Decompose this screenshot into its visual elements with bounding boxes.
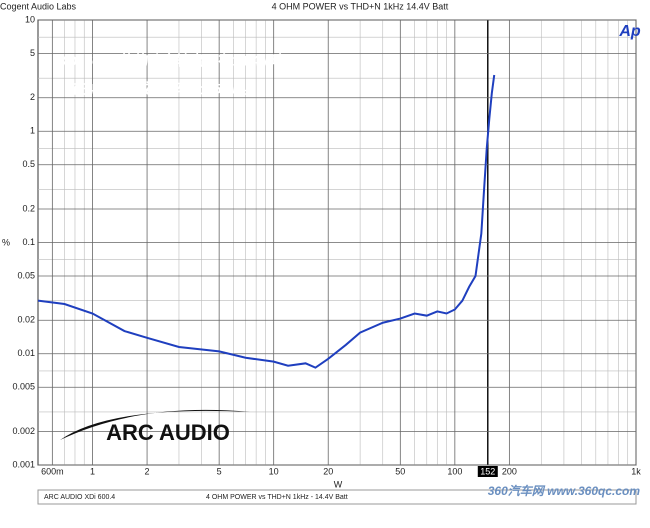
x-axis-label: W	[334, 479, 343, 489]
tick-highlight	[477, 466, 498, 477]
footer-text: 4 OHM POWER vs THD+N 1kHz - 14.4V Batt	[206, 494, 348, 501]
y-tick-label: 0.1	[22, 237, 35, 247]
x-tick-label: 50	[395, 466, 405, 476]
y-tick-label: 0.001	[12, 459, 35, 469]
y-tick-label: 0.01	[17, 348, 35, 358]
data-line	[37, 74, 496, 369]
x-tick-label: 200	[502, 466, 517, 476]
grid	[38, 19, 637, 466]
y-tick-label: 2	[30, 92, 35, 102]
y-tick-label: 0.02	[17, 315, 35, 325]
watermark: 360汽车网 www.360qc.com	[488, 484, 641, 498]
y-tick-label: 0.05	[17, 270, 35, 280]
footer-text: ARC AUDIO XDi 600.4	[44, 494, 115, 501]
y-tick-label: 1	[30, 126, 35, 136]
brand-swoosh	[60, 409, 250, 440]
y-tick-label: 0.005	[12, 382, 35, 392]
x-tick-label: 600m	[41, 466, 64, 476]
y-tick-label: 5	[30, 48, 35, 58]
annotation: ，在4欧的状诚下，输出152W。	[58, 81, 256, 97]
y-axis-label: %	[2, 237, 10, 247]
x-tick-label: 1k	[631, 466, 641, 476]
x-tick-label: 152	[480, 466, 495, 476]
y-tick-label: 0.002	[12, 426, 35, 436]
brand: ARC AUDIO	[106, 420, 230, 445]
annotation: XDi 600.4的的功率输出，在14.4V时	[58, 53, 283, 69]
x-tick-label: 5	[217, 466, 222, 476]
x-tick-label: 10	[269, 466, 279, 476]
chart-title: 4 OHM POWER vs THD+N 1kHz 14.4V Batt	[272, 1, 449, 11]
y-tick-label: 0.5	[22, 159, 35, 169]
x-tick-label: 1	[90, 466, 95, 476]
y-tick-label: 0.2	[22, 203, 35, 213]
footer-box	[37, 489, 637, 505]
logo: Ap	[618, 23, 641, 40]
x-tick-label: 20	[323, 466, 333, 476]
header-left: Cogent Audio Labs	[0, 1, 77, 11]
x-tick-label: 2	[145, 466, 150, 476]
y-tick-label: 10	[25, 14, 35, 24]
x-tick-label: 100	[447, 466, 462, 476]
